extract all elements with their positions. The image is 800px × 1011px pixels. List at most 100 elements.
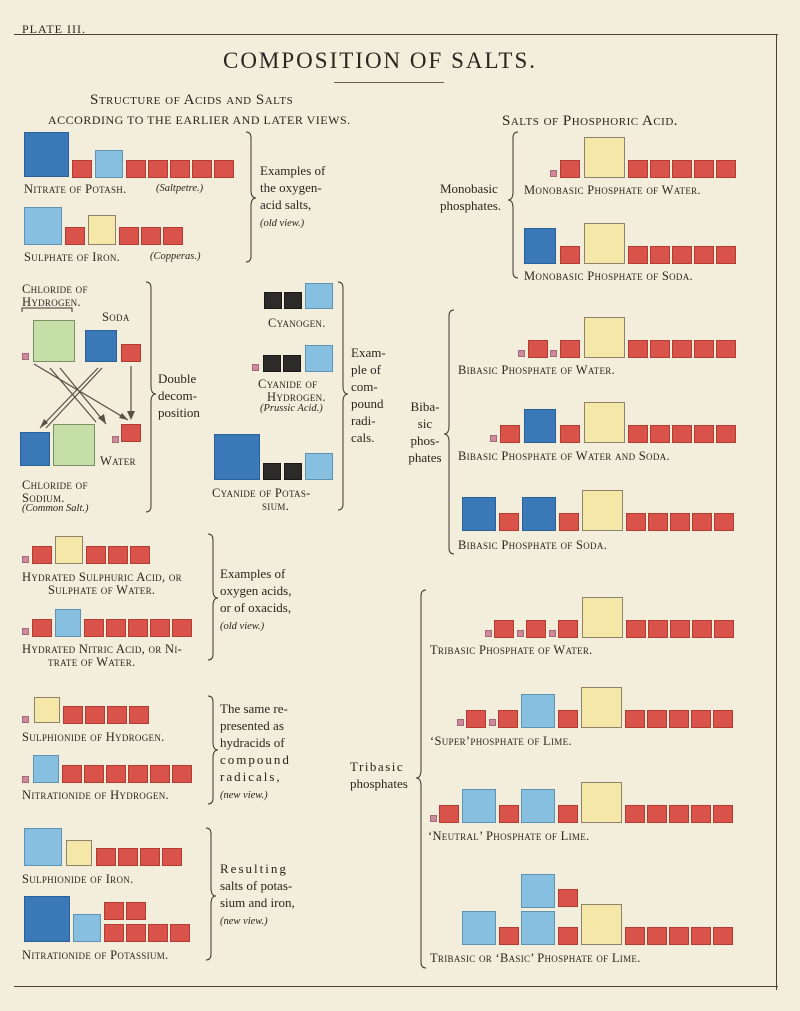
cyanogen-square (305, 453, 333, 480)
potassium-square (24, 896, 70, 942)
note-line: Tribasic (350, 759, 405, 774)
oxygen-square (669, 805, 689, 823)
note-line: or of oxacids, (220, 600, 292, 615)
oxygen-square (647, 927, 667, 945)
oxygen-square (126, 160, 146, 178)
note-line: Exam- (351, 345, 386, 360)
note-line: Examples of (220, 566, 286, 581)
cyanogen-square (305, 283, 333, 309)
oxygen-square (672, 425, 692, 443)
sodium-square (524, 409, 556, 443)
label-hydrated-nitric-2: trate of Water. (48, 655, 136, 669)
acid-square (24, 132, 69, 177)
note-sub: (new view.) (220, 916, 268, 927)
label-nitrationide-potassium: Nitrationide of Potassium. (22, 948, 169, 962)
note-line: radicals, (220, 769, 282, 784)
nitrogen-square (55, 609, 81, 637)
phosphorus-square (582, 490, 623, 531)
hydrogen-dot (549, 630, 556, 637)
oxygen-square (650, 340, 670, 358)
brace-resulting (205, 827, 217, 961)
oxygen-square (104, 902, 124, 920)
oxygen-square (625, 710, 645, 728)
oxygen-square (694, 425, 714, 443)
note-line: The same re- (220, 701, 288, 716)
oxygen-square (713, 710, 733, 728)
note-line: the oxygen- (260, 180, 322, 195)
hydrogen-dot (490, 435, 497, 442)
nitrogen-square (284, 463, 302, 480)
oxygen-square (628, 425, 648, 443)
oxygen-square (558, 620, 578, 638)
oxygen-square (647, 710, 667, 728)
oxygen-square (499, 805, 519, 823)
oxygen-square (648, 513, 668, 531)
carbon-square (263, 463, 281, 480)
note-line: com- (351, 379, 378, 394)
oxygen-square (130, 546, 150, 564)
oxygen-square (108, 546, 128, 564)
label-cyanide-potassium-2: sium. (262, 499, 290, 513)
oxygen-square (716, 340, 736, 358)
oxygen-square (559, 513, 579, 531)
oxygen-square (625, 805, 645, 823)
oxygen-square (172, 619, 192, 637)
note-double-decomposition: Double decom- position (158, 370, 200, 421)
oxygen-square (560, 160, 580, 178)
note-line: salts of potas- (220, 878, 293, 893)
note-tribasic: Tribasic phosphates (350, 758, 408, 792)
oxygen-square (140, 848, 160, 866)
hydrogen-dot (550, 350, 557, 357)
label-basic-lime: Tribasic or ‘Basic’ Phosphate of Lime. (430, 951, 641, 965)
oxygen-square (558, 927, 578, 945)
hydrogen-dot (22, 556, 29, 563)
note-line: decom- (158, 388, 197, 403)
oxygen-square (628, 340, 648, 358)
plate-number: PLATE III. (22, 22, 86, 36)
note-line: cals. (351, 430, 375, 445)
oxygen-square (148, 924, 168, 942)
oxygen-square (672, 246, 692, 264)
label-bi-water-soda: Bibasic Phosphate of Water and Soda. (458, 449, 670, 463)
carbon-square (264, 292, 282, 309)
oxygen-square (121, 344, 141, 362)
frame-top-rule (14, 34, 778, 35)
note-oxygen-acids: Examples of oxygen acids, or of oxacids,… (220, 565, 291, 635)
oxygen-square (104, 924, 124, 942)
hydrogen-dot (518, 350, 525, 357)
oxygen-square (498, 710, 518, 728)
hydrogen-dot (22, 353, 29, 360)
oxygen-square (499, 927, 519, 945)
sodium-square (522, 497, 556, 531)
oxygen-square (126, 902, 146, 920)
sulphur-square (55, 536, 83, 564)
oxygen-square (691, 710, 711, 728)
oxygen-square (716, 425, 736, 443)
oxygen-square (713, 805, 733, 823)
nitrogen-square (33, 755, 59, 783)
oxygen-square (85, 706, 105, 724)
hydrogen-dot (252, 364, 259, 371)
hydrogen-dot (22, 776, 29, 783)
right-heading: Salts of Phosphoric Acid. (502, 113, 679, 129)
note-sub: (old view.) (260, 218, 305, 229)
oxygen-square (691, 927, 711, 945)
oxygen-square (121, 424, 141, 442)
brace-bibasic (443, 309, 455, 555)
potassium-square (214, 434, 260, 480)
note-line: presented as (220, 718, 284, 733)
sodium-square (85, 330, 117, 362)
oxygen-square (558, 805, 578, 823)
oxygen-square (63, 706, 83, 724)
arrow-chlorine-to-sodium (59, 367, 107, 425)
note-bibasic: Biba- sic phos- phates (408, 398, 442, 466)
sulphur-square (66, 840, 92, 866)
label-sulphate-iron: Sulphate of Iron. (24, 250, 121, 264)
nitrogen-square (284, 292, 302, 309)
phosphorus-square (584, 137, 625, 178)
note-line: Examples of (260, 163, 326, 178)
label-cyanide-hydrogen-2: Hydrogen. (267, 390, 326, 404)
hydrogen-dot (489, 719, 496, 726)
label-cyanide-hydrogen-1: Cyanide of (258, 377, 318, 391)
